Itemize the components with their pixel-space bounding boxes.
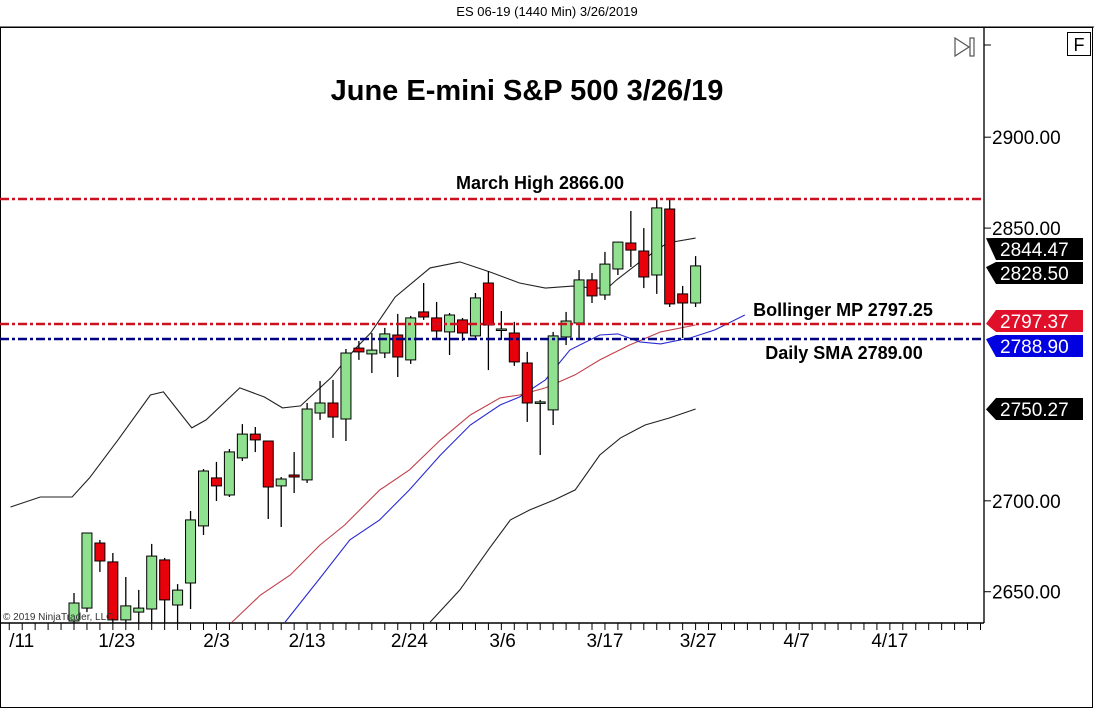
- time-tick-label: 2/24: [391, 631, 428, 652]
- price-tick-label: 2700.00: [992, 492, 1061, 513]
- copyright-text: © 2019 NinjaTrader, LLC: [3, 612, 113, 623]
- candle-down: [94, 542, 106, 562]
- time-tick-label: 2/13: [289, 631, 326, 652]
- price-tick-label: 2900.00: [992, 128, 1061, 149]
- candle-up: [185, 519, 197, 584]
- candle-up: [198, 470, 209, 527]
- skip-to-end-bar-icon[interactable]: [969, 37, 975, 57]
- time-tick-label: 2/3: [203, 631, 229, 652]
- candle-up: [236, 433, 248, 459]
- time-tick-label: 1/23: [98, 631, 135, 652]
- candle-down: [508, 332, 520, 363]
- candle-down: [210, 477, 222, 487]
- candle-down: [677, 293, 689, 304]
- candle-up: [612, 241, 624, 270]
- candle-up: [534, 401, 546, 404]
- price-tick-label: 2650.00: [992, 583, 1061, 604]
- candle-up: [120, 605, 132, 621]
- candle-up: [573, 279, 585, 324]
- candle-up: [651, 207, 663, 276]
- candle-up: [301, 408, 313, 481]
- candle-up: [366, 349, 378, 355]
- candle-up: [133, 607, 145, 613]
- chart-frame: [0, 27, 1093, 708]
- price-tag-label: 2844.47: [1000, 240, 1069, 261]
- skip-to-end-icon[interactable]: [954, 36, 971, 58]
- candle-up: [81, 532, 93, 609]
- level-label: Daily SMA 2789.00: [765, 343, 922, 363]
- price-tag-label: 2788.90: [1000, 337, 1069, 358]
- candle-up: [314, 402, 326, 414]
- candle-down: [638, 250, 650, 278]
- candle-up: [275, 478, 287, 487]
- price-tag: [986, 335, 1083, 357]
- candle-up: [340, 352, 352, 420]
- time-tick-label: 3/27: [680, 631, 717, 652]
- level-label: Bollinger MP 2797.25: [753, 300, 933, 320]
- candle-down: [521, 362, 533, 404]
- price-tag-label: 2828.50: [1000, 264, 1069, 285]
- candle-up: [469, 297, 481, 337]
- time-tick-label: 4/17: [871, 631, 908, 652]
- f-button-label[interactable]: F: [1074, 35, 1085, 55]
- price-tag: [986, 262, 1083, 284]
- candle-up: [547, 335, 559, 411]
- candle-up: [68, 602, 80, 622]
- level-label: March High 2866.00: [456, 173, 624, 193]
- price-tag: [986, 398, 1083, 420]
- chart-title: June E-mini S&P 500 3/26/19: [331, 75, 724, 107]
- price-tag-label: 2750.27: [1000, 400, 1069, 421]
- upper-band-line: [10, 237, 696, 508]
- candle-down: [418, 311, 430, 318]
- candle-down: [457, 319, 468, 334]
- candle-down: [392, 334, 404, 358]
- candle-down: [625, 242, 637, 251]
- candle-down: [288, 474, 300, 478]
- price-tag-label: 2797.37: [1000, 312, 1069, 333]
- time-tick-label: 3/6: [489, 631, 515, 652]
- candle-up: [690, 265, 702, 304]
- candle-down: [353, 347, 365, 353]
- candle-up: [495, 328, 507, 331]
- bollinger-mid-line: [231, 324, 696, 623]
- candle-down: [159, 559, 171, 601]
- candle-down: [262, 440, 274, 488]
- candle-up: [172, 589, 184, 606]
- price-tick-label: 2850.00: [992, 219, 1061, 240]
- candle-down: [586, 279, 598, 297]
- candle-down: [482, 282, 494, 326]
- window-title: ES 06-19 (1440 Min) 3/26/2019: [456, 4, 638, 19]
- time-tick-label: /11: [9, 631, 34, 652]
- time-tick-label: 4/7: [783, 631, 809, 652]
- candle-up: [379, 333, 391, 354]
- price-tag: [986, 238, 1083, 260]
- candle-up: [599, 263, 611, 296]
- candle-up: [146, 555, 158, 610]
- candle-down: [249, 433, 261, 441]
- time-tick-label: 3/17: [586, 631, 623, 652]
- candle-down: [327, 402, 339, 418]
- candle-up: [223, 451, 235, 496]
- f-button[interactable]: [1067, 32, 1091, 56]
- candle-down: [664, 208, 676, 305]
- candle-down: [107, 561, 119, 621]
- lower-band-line: [429, 408, 696, 623]
- price-tag: [986, 310, 1083, 332]
- plot-area: [10, 199, 746, 623]
- candle-up: [560, 320, 572, 338]
